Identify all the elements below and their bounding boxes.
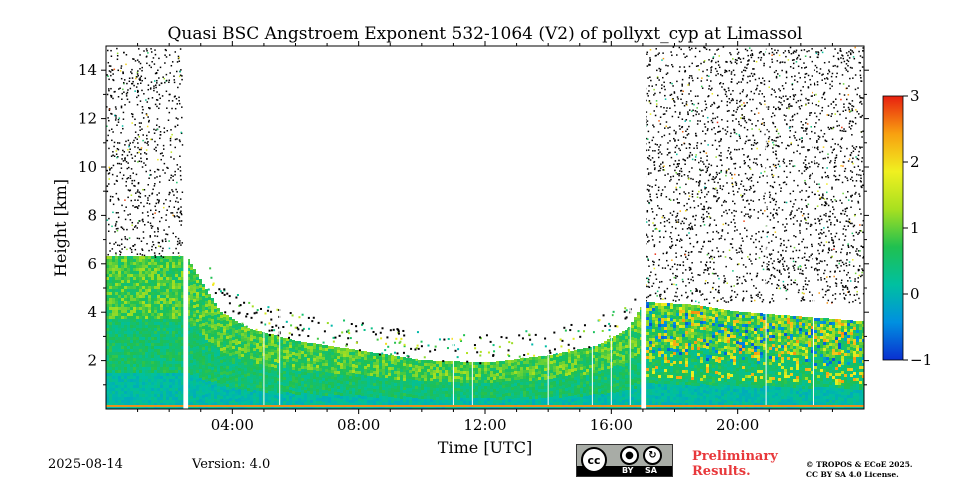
preliminary-line-2: Results. bbox=[692, 464, 751, 479]
x-axis-label: Time [UTC] bbox=[438, 438, 532, 457]
y-tick-label: 14 bbox=[78, 61, 97, 79]
cc-logo-icon: cc bbox=[581, 447, 607, 473]
x-tick-label: 08:00 bbox=[337, 416, 380, 434]
x-tick-label: 12:00 bbox=[463, 416, 506, 434]
preliminary-line-1: Preliminary bbox=[692, 449, 778, 464]
y-axis-label: Height [km] bbox=[51, 179, 70, 277]
y-tick-label: 4 bbox=[87, 303, 97, 321]
y-tick-label: 2 bbox=[87, 352, 97, 370]
surface-layer bbox=[106, 405, 864, 407]
date-label: 2025-08-14 bbox=[48, 457, 123, 472]
y-tick-label: 12 bbox=[78, 110, 97, 128]
share-alike-icon: ↻ bbox=[643, 446, 662, 465]
copyright-notice: © TROPOS & ECoE 2025. CC BY SA 4.0 Licen… bbox=[806, 460, 956, 480]
data-gap bbox=[641, 46, 647, 409]
copyright-line-1: © TROPOS & ECoE 2025. bbox=[806, 460, 913, 469]
colorbar-tick-label: 2 bbox=[910, 153, 920, 171]
x-tick-label: 20:00 bbox=[716, 416, 759, 434]
copyright-line-2: CC BY SA 4.0 License. bbox=[806, 470, 899, 479]
y-tick-label: 10 bbox=[78, 158, 97, 176]
plot-title: Quasi BSC Angstroem Exponent 532-1064 (V… bbox=[167, 24, 803, 44]
colorbar-tick-label: −1 bbox=[910, 351, 932, 369]
version-label: Version: 4.0 bbox=[192, 457, 271, 472]
attribution-icon: ● bbox=[620, 446, 639, 465]
y-tick-label: 8 bbox=[87, 206, 97, 224]
colorbar-tick-label: 0 bbox=[910, 285, 920, 303]
data-gap bbox=[183, 46, 189, 409]
license-sa-label: SA bbox=[645, 466, 657, 475]
license-by-label: BY bbox=[622, 466, 634, 475]
y-tick-label: 6 bbox=[87, 255, 97, 273]
x-tick-label: 04:00 bbox=[211, 416, 254, 434]
colorbar-tick-label: 3 bbox=[910, 87, 920, 105]
colorbar bbox=[882, 95, 904, 361]
x-tick-label: 16:00 bbox=[590, 416, 633, 434]
colorbar-tick-label: 1 bbox=[910, 219, 920, 237]
cc-license-badge: cc ● ↻ BY SA bbox=[576, 444, 673, 477]
preliminary-notice: Preliminary Results. bbox=[692, 449, 792, 479]
heatmap-area bbox=[106, 46, 864, 409]
